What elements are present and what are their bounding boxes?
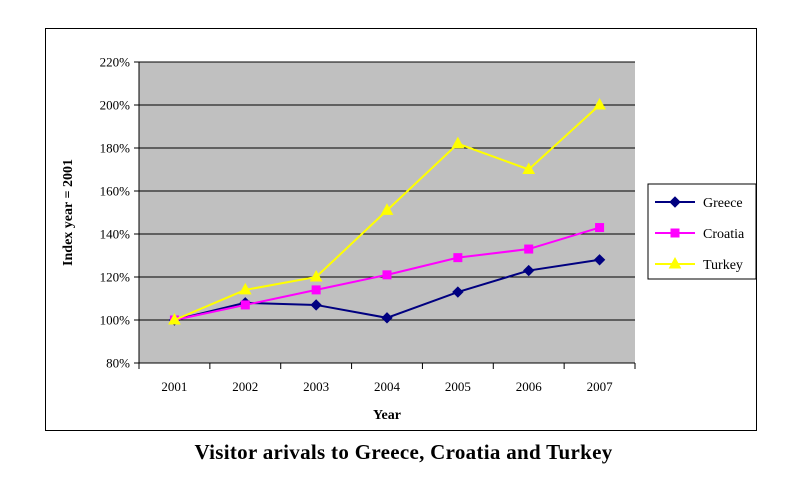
legend-greece-label: Greece: [703, 196, 743, 211]
turkey-data-point: [238, 282, 252, 295]
y-tick-label: 100%: [100, 313, 131, 328]
croatia-data-point: [524, 244, 534, 254]
y-tick-label: 80%: [106, 356, 130, 371]
greece-data-point: [310, 299, 322, 311]
y-tick-label: 180%: [100, 141, 131, 156]
chart-frame: 80% 100% 120% 140% 160% 180% 200% 220% 2001 2002 2…: [45, 28, 757, 431]
legend-croatia-marker: [670, 228, 680, 238]
x-tick-label: 2001: [161, 379, 187, 394]
legend-croatia-label: Croatia: [703, 227, 745, 242]
y-tick-label: 160%: [100, 184, 131, 199]
x-tick-label: 2004: [374, 379, 401, 394]
x-tick-label: 2003: [303, 379, 329, 394]
legend-turkey-label: Turkey: [703, 258, 743, 273]
x-tick-label: 2005: [445, 379, 471, 394]
turkey-data-point: [451, 136, 465, 149]
chart-caption: Visitor arivals to Greece, Croatia and T…: [194, 440, 613, 464]
croatia-data-point: [595, 223, 605, 233]
legend-turkey-marker: [668, 256, 682, 269]
greece-data-point: [381, 312, 393, 324]
croatia-data-point: [382, 270, 392, 280]
y-tick-label: 220%: [100, 55, 131, 70]
croatia-data-point: [311, 285, 321, 295]
turkey-data-point: [309, 269, 323, 282]
x-tick-label: 2002: [232, 379, 258, 394]
y-tick-label: 120%: [100, 270, 131, 285]
x-axis-title: Year: [373, 408, 401, 423]
greece-data-point: [593, 254, 606, 266]
greece-data-point: [452, 286, 464, 298]
y-tick-label: 140%: [100, 227, 131, 242]
turkey-data-point: [522, 162, 536, 174]
turkey-data-point: [380, 203, 394, 215]
y-tick-label: 200%: [100, 98, 131, 113]
greece-data-point: [523, 264, 535, 277]
y-axis-title: Index year = 2001: [61, 159, 76, 266]
legend-greece-marker: [669, 196, 681, 208]
croatia-data-point: [453, 253, 463, 263]
x-tick-label: 2006: [516, 379, 543, 394]
line-chart: 80% 100% 120% 140% 160% 180% 200% 220% 2001 2002 2…: [61, 55, 757, 423]
croatia-data-point: [240, 300, 250, 310]
x-tick-label: 2007: [587, 379, 614, 394]
turkey-data-point: [593, 97, 606, 110]
turkey-data-point: [168, 312, 181, 325]
